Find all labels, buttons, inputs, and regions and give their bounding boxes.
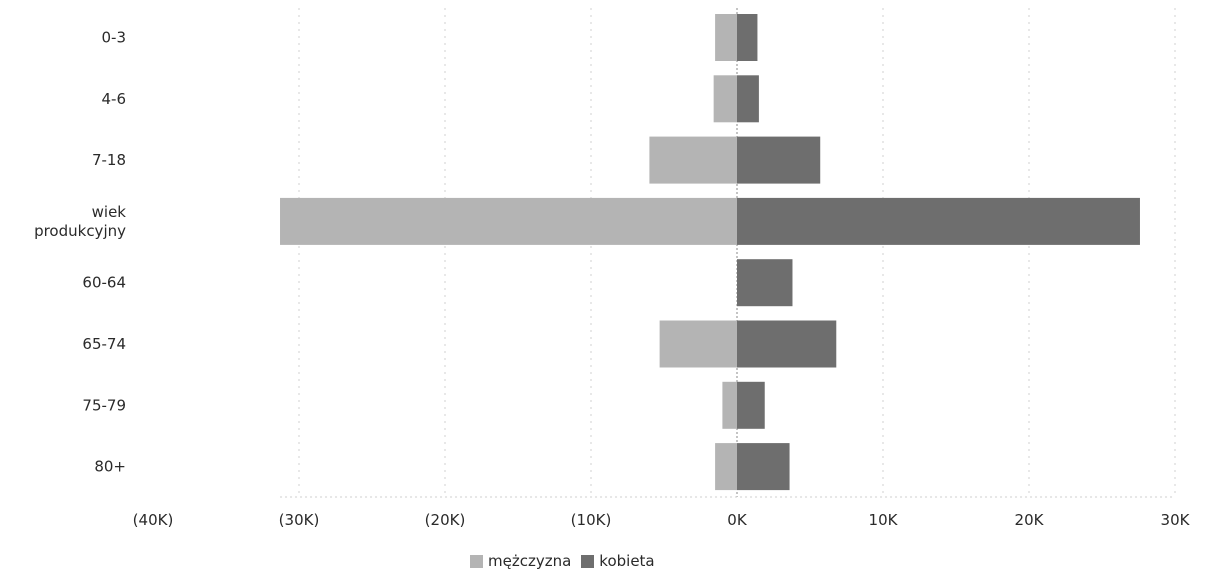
x-tick-label-0: (40K) xyxy=(133,511,174,529)
bar-male-2 xyxy=(649,136,737,184)
category-label-7: 80+ xyxy=(94,458,126,476)
category-label-4: 60-64 xyxy=(82,274,126,292)
bar-male-1 xyxy=(713,75,737,123)
bar-female-5 xyxy=(737,320,837,368)
legend-item-female: kobieta xyxy=(581,552,655,570)
bar-female-6 xyxy=(737,381,765,429)
category-label-0: 0-3 xyxy=(102,29,127,47)
x-tick-label-2: (20K) xyxy=(425,511,466,529)
bar-male-6 xyxy=(722,381,737,429)
category-label-3-line-1: produkcyjny xyxy=(34,222,126,240)
x-axis-tick-labels: (40K) (30K) (20K) (10K) 0K 10K 20K 30K xyxy=(133,511,1191,529)
bar-male-5 xyxy=(659,320,737,368)
bar-female-0 xyxy=(737,14,758,61)
bar-male-7 xyxy=(715,443,737,491)
legend: mężczyzna kobieta xyxy=(470,552,665,570)
bar-male-0 xyxy=(715,14,737,61)
bar-female-2 xyxy=(737,136,821,184)
x-tick-label-6: 20K xyxy=(1015,511,1045,529)
bar-female-3 xyxy=(737,197,1140,245)
x-tick-label-4: 0K xyxy=(727,511,748,529)
bar-female-4 xyxy=(737,259,793,307)
legend-label-male: mężczyzna xyxy=(488,552,572,570)
legend-swatch-male xyxy=(470,554,483,568)
bar-female-1 xyxy=(737,75,759,123)
x-tick-label-1: (30K) xyxy=(279,511,320,529)
x-tick-label-7: 30K xyxy=(1161,511,1191,529)
bars xyxy=(280,14,1140,491)
bar-male-3 xyxy=(280,197,737,245)
legend-swatch-female xyxy=(581,554,595,568)
legend-item-male: mężczyzna xyxy=(470,552,571,570)
legend-label-female: kobieta xyxy=(599,552,655,570)
category-label-1: 4-6 xyxy=(102,90,127,108)
x-tick-label-3: (10K) xyxy=(571,511,612,529)
category-label-3-line-0: wiek xyxy=(92,203,127,221)
x-tick-label-5: 10K xyxy=(869,511,899,529)
bar-female-7 xyxy=(737,443,790,491)
category-label-6: 75-79 xyxy=(82,396,126,414)
category-label-5: 65-74 xyxy=(82,335,126,353)
category-label-2: 7-18 xyxy=(92,151,126,169)
